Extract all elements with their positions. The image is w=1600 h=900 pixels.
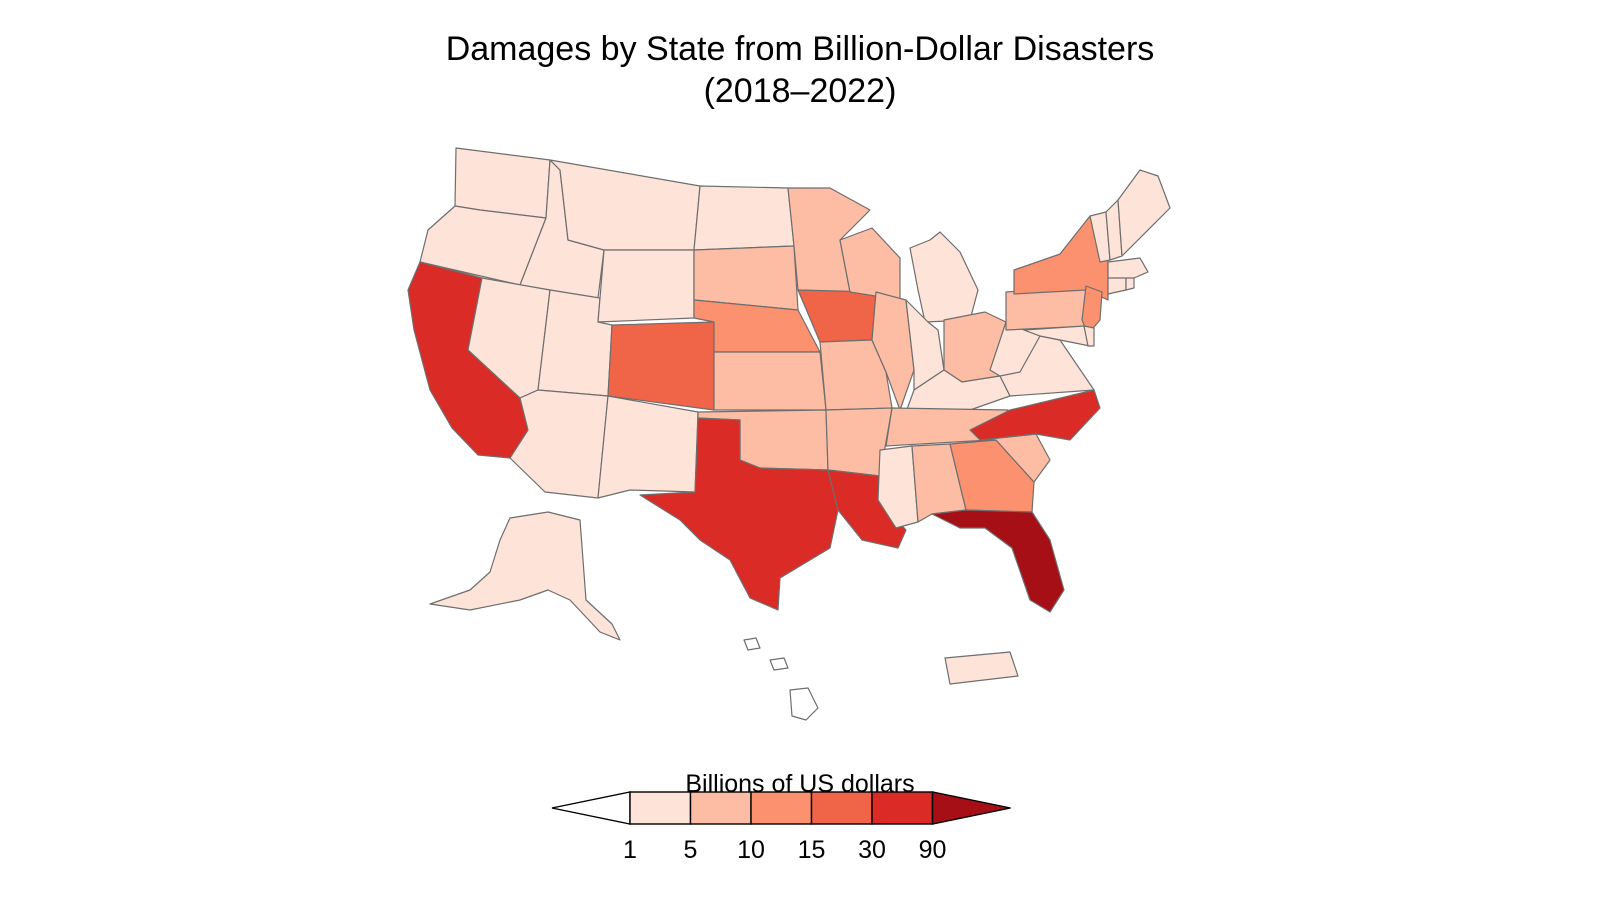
state-fl	[931, 509, 1065, 613]
legend-swatch	[750, 791, 813, 825]
state-nm	[597, 395, 699, 499]
legend-tick-label: 30	[858, 836, 886, 864]
state-nj	[1081, 285, 1103, 335]
legend-tick-label: 5	[684, 836, 698, 864]
state-me	[1117, 169, 1171, 257]
state-mo	[819, 339, 893, 411]
state-pr	[944, 651, 1019, 685]
state-ak	[429, 511, 621, 641]
state-wi	[839, 227, 901, 301]
legend-swatch	[871, 791, 934, 825]
title-line-1: Damages by State from Billion-Dollar Dis…	[445, 30, 1155, 68]
legend-swatch	[629, 791, 692, 825]
legend-tick-label: 10	[737, 836, 765, 864]
legend-swatch	[810, 791, 873, 825]
legend-swatch	[689, 791, 752, 825]
legend-swatch-high-arrow	[931, 791, 1011, 825]
title-line-2: (2018–2022)	[703, 72, 897, 110]
state-hi	[743, 637, 819, 721]
us-state-map	[407, 147, 1171, 721]
map-title: Damages by State from Billion-Dollar Dis…	[0, 28, 1600, 112]
state-ms	[877, 445, 919, 529]
state-md	[1023, 325, 1091, 347]
legend-tick-label: 90	[919, 836, 947, 864]
legend-swatch-low-arrow	[551, 791, 631, 825]
state-de	[1083, 325, 1095, 347]
state-ma	[1107, 257, 1149, 279]
state-mi	[909, 231, 979, 323]
legend-tick-label: 1	[623, 836, 637, 864]
state-tx	[639, 417, 839, 611]
state-ga	[949, 439, 1035, 513]
state-nc	[969, 389, 1101, 441]
legend-tick-label: 15	[798, 836, 826, 864]
